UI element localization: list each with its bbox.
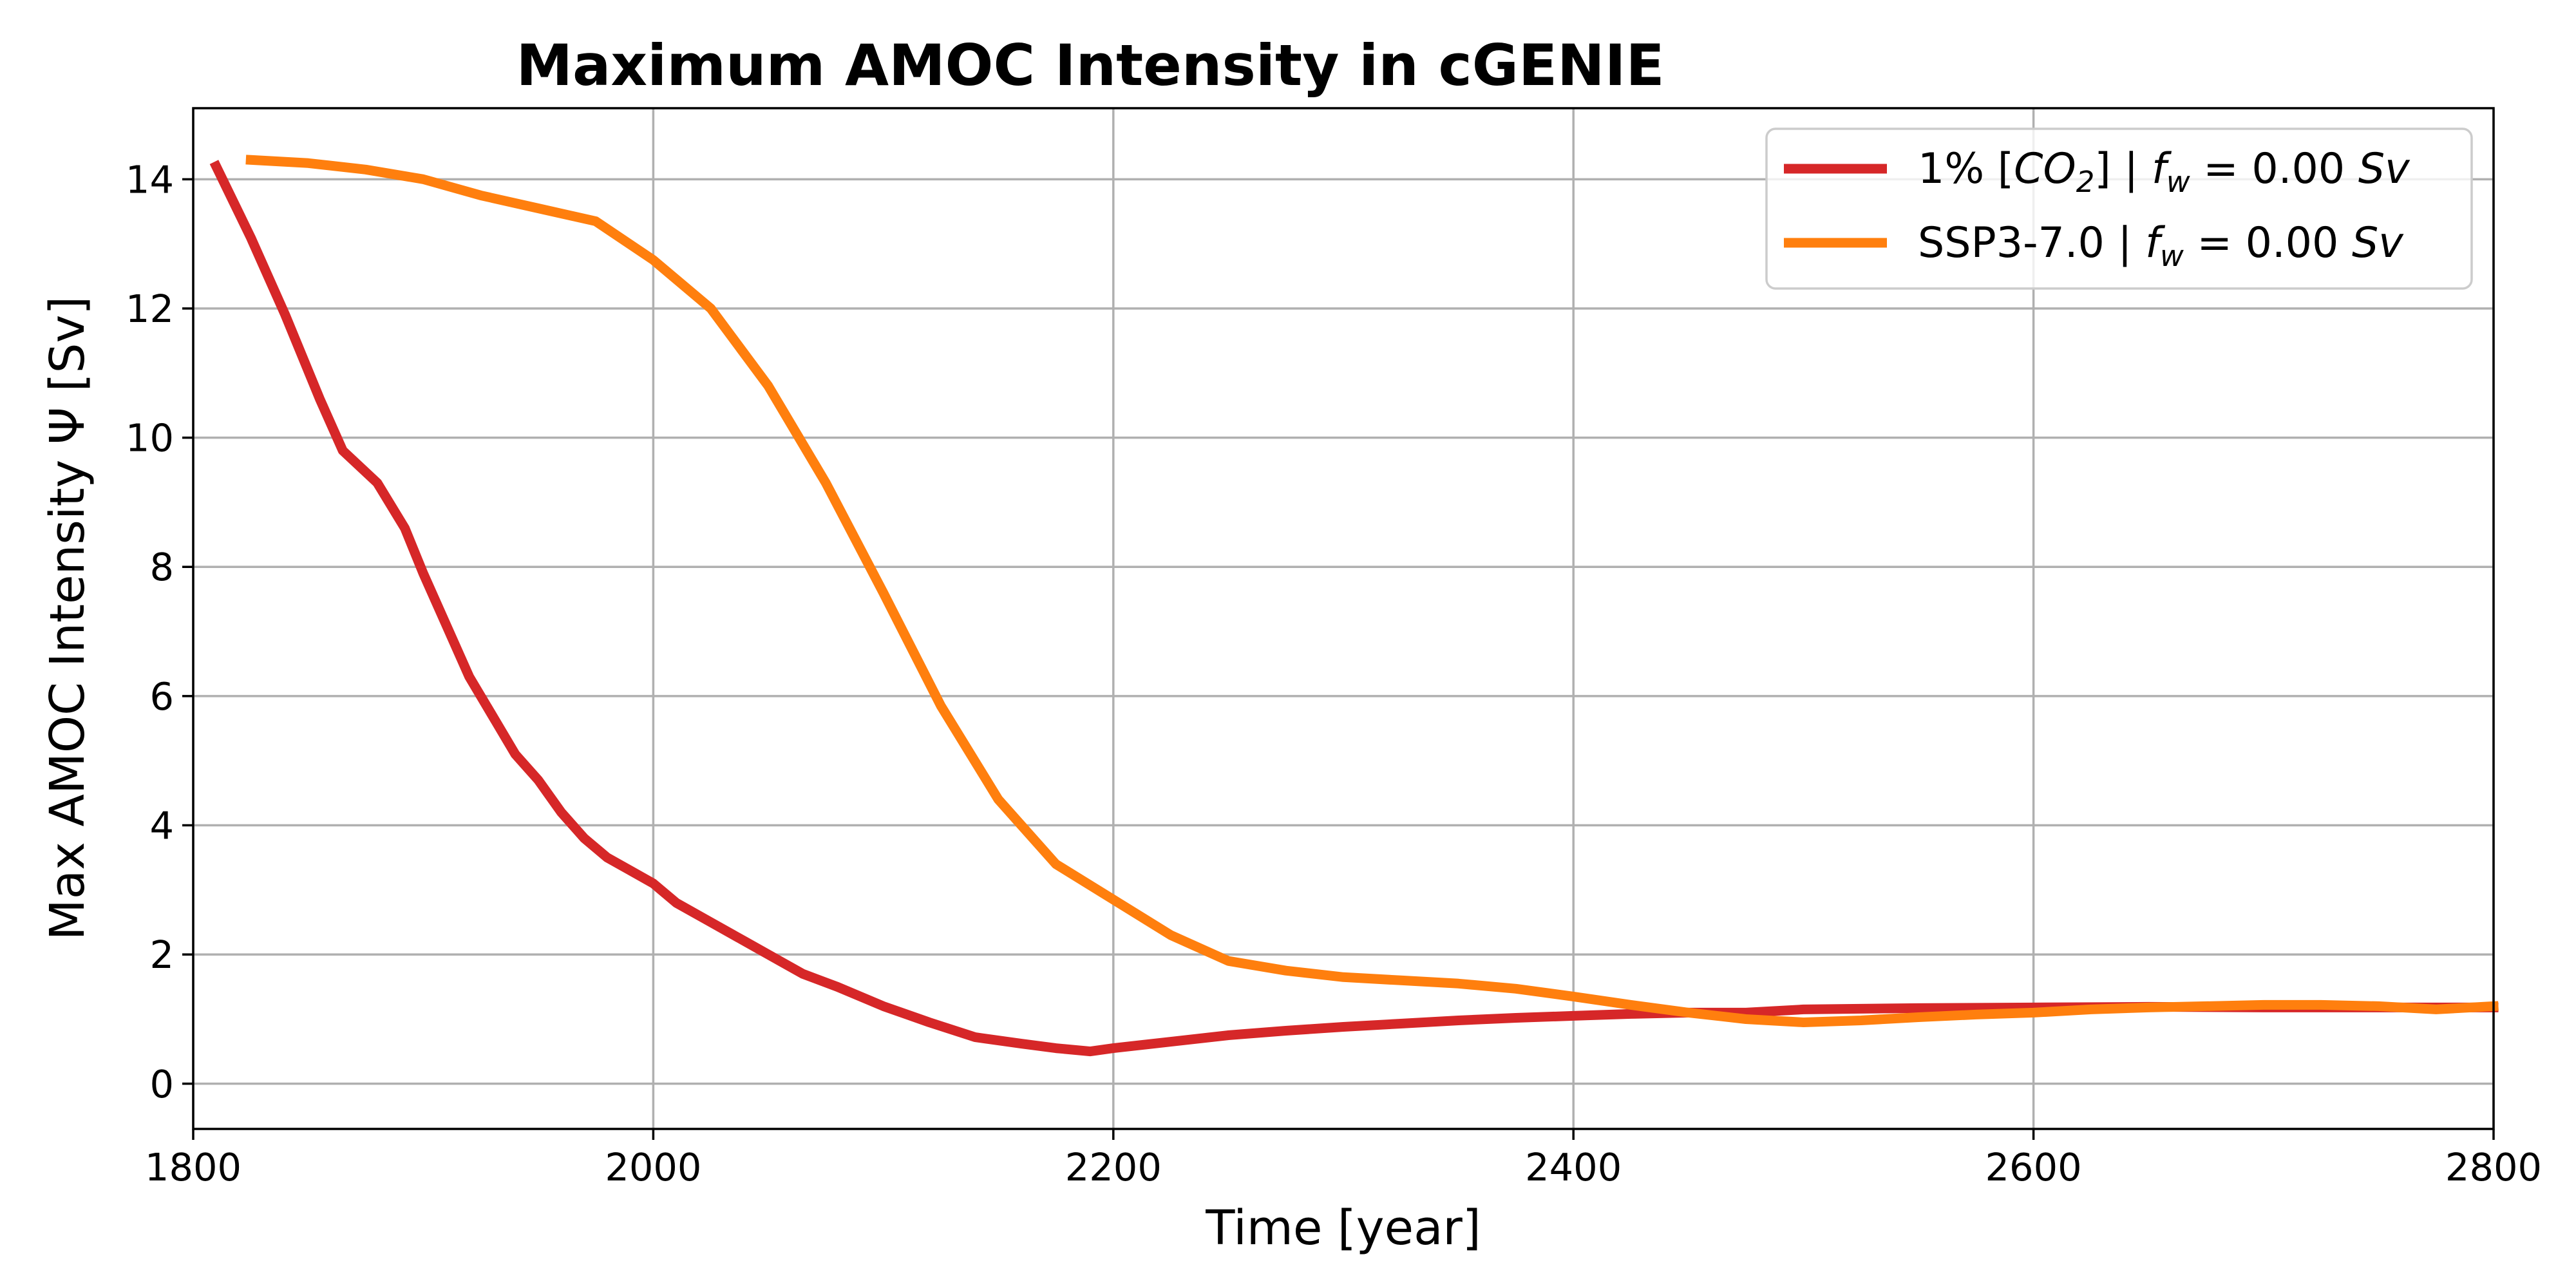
y-tick-label: 4 <box>149 804 174 848</box>
x-axis: 1800 2000 2200 2400 2600 2800 <box>145 1129 2542 1189</box>
x-axis-label: Time [year] <box>1205 1200 1481 1256</box>
series-lines <box>209 155 2499 1057</box>
x-tick-label: 1800 <box>145 1145 242 1189</box>
y-axis-label: Max AMOC Intensity Ψ [Sv] <box>40 296 95 940</box>
x-tick-label: 2400 <box>1525 1145 1622 1189</box>
y-tick-label: 14 <box>126 157 174 202</box>
y-tick-label: 0 <box>149 1062 174 1106</box>
series-line-1 <box>209 160 2499 1057</box>
y-tick-label: 8 <box>149 545 174 589</box>
chart-title: Maximum AMOC Intensity in cGENIE <box>516 32 1664 99</box>
legend-box <box>1765 128 2473 290</box>
y-tick-label: 12 <box>126 287 174 331</box>
y-axis: 0 2 4 6 8 10 12 14 <box>126 157 193 1106</box>
x-tick-label: 2600 <box>1985 1145 2082 1189</box>
legend-label: 1% [CO2] | fw = 0.00 Sv <box>1918 145 2410 199</box>
plot-frame <box>192 107 2495 1130</box>
x-tick-label: 2800 <box>2445 1145 2542 1189</box>
x-tick-label: 2000 <box>605 1145 701 1189</box>
legend-label: SSP3-7.0 | fw = 0.00 Sv <box>1918 219 2404 273</box>
series-line-2 <box>245 155 2499 1027</box>
y-tick-label: 6 <box>149 674 174 719</box>
legend: 1% [CO2] | fw = 0.00 Sv SSP3-7.0 | fw = 0… <box>1765 128 2473 290</box>
y-tick-label: 10 <box>126 416 174 460</box>
y-tick-label: 2 <box>149 933 174 977</box>
x-tick-label: 2200 <box>1065 1145 1162 1189</box>
